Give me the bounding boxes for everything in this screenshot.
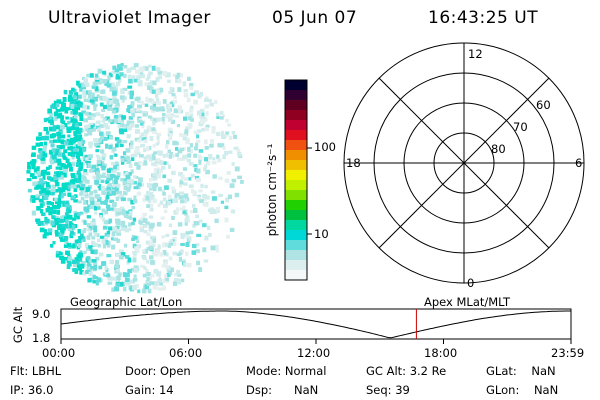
info-glat: GLat: NaN bbox=[486, 364, 556, 378]
info-ip: IP: 36.0 bbox=[10, 383, 54, 397]
time-tick-1800: 18:00 bbox=[424, 346, 458, 360]
polar-lat-60: 60 bbox=[536, 98, 551, 112]
info-seq: Seq: 39 bbox=[366, 383, 410, 397]
info-glon: GLon: NaN bbox=[486, 383, 559, 397]
info-gain: Gain: 14 bbox=[125, 383, 174, 397]
colorbar-tick-10: 10 bbox=[314, 227, 329, 241]
colorbar-tick-100: 100 bbox=[314, 140, 336, 154]
apex-label: Apex MLat/MLT bbox=[424, 295, 511, 309]
info-gc-alt: GC Alt: 3.2 Re bbox=[366, 364, 447, 378]
polar-hour-0: 0 bbox=[467, 276, 475, 290]
time-tick-0600: 06:00 bbox=[169, 346, 203, 360]
altitude-tick-low: 1.8 bbox=[32, 331, 51, 345]
time-tick-2359: 23:59 bbox=[551, 346, 585, 360]
info-door: Door: Open bbox=[125, 364, 191, 378]
polar-lat-70: 70 bbox=[513, 120, 528, 134]
time-tick-0000: 00:00 bbox=[42, 346, 76, 360]
info-dsp: Dsp: NaN bbox=[246, 383, 319, 397]
altitude-curve bbox=[60, 310, 571, 339]
polar-hour-12: 12 bbox=[468, 47, 483, 61]
polar-hour-18: 18 bbox=[346, 156, 361, 170]
observation-time: 16:43:25 UT bbox=[428, 8, 539, 28]
time-tick-1200: 12:00 bbox=[297, 346, 331, 360]
polar-hour-6: 6 bbox=[575, 156, 583, 170]
polar-lat-80: 80 bbox=[491, 142, 506, 156]
info-flt: Flt: LBHL bbox=[10, 364, 62, 378]
observation-date: 05 Jun 07 bbox=[272, 8, 358, 28]
geographic-label: Geographic Lat/Lon bbox=[70, 295, 183, 309]
instrument-title: Ultraviolet Imager bbox=[48, 8, 211, 28]
altitude-tick-high: 9.0 bbox=[32, 307, 51, 321]
info-mode: Mode: Normal bbox=[246, 364, 327, 378]
